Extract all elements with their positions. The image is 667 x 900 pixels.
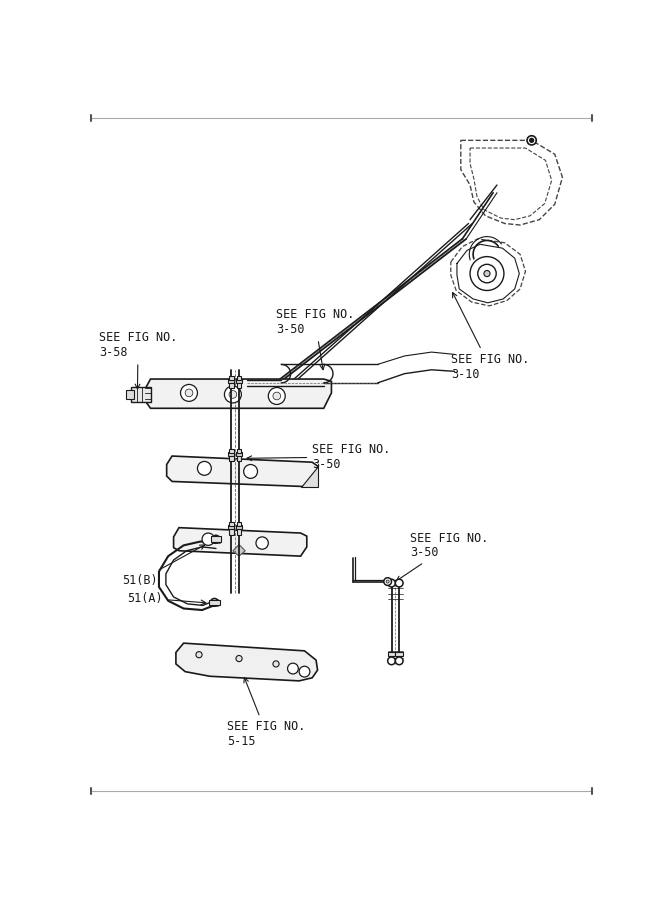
Bar [228,452,234,456]
Bar [237,455,241,462]
Circle shape [530,139,534,142]
Text: SEE FIG NO.
3-10: SEE FIG NO. 3-10 [451,292,529,381]
Bar [126,390,133,399]
Circle shape [224,386,241,403]
Text: SEE FIG NO.
3-50: SEE FIG NO. 3-50 [247,443,391,471]
Bar [236,452,242,456]
Circle shape [197,462,211,475]
Bar [228,379,234,382]
Circle shape [527,136,536,145]
Text: SEE FIG NO.
3-58: SEE FIG NO. 3-58 [99,331,177,389]
Circle shape [268,388,285,404]
Circle shape [386,580,389,583]
Circle shape [229,391,237,399]
Bar [237,382,241,388]
Bar [209,600,220,606]
Polygon shape [145,379,331,409]
Circle shape [243,464,257,479]
Text: 51(B): 51(B) [122,545,205,587]
Circle shape [388,657,396,665]
Bar [396,652,403,656]
Circle shape [396,657,403,665]
Circle shape [202,533,214,545]
Bar [228,526,234,529]
Bar [236,526,242,529]
Bar [388,652,396,656]
Circle shape [299,666,310,677]
Circle shape [256,537,268,549]
Circle shape [273,661,279,667]
Circle shape [396,580,403,587]
Circle shape [212,536,220,543]
Circle shape [273,392,281,400]
Bar [229,382,233,388]
Text: SEE FIG NO.
3-50: SEE FIG NO. 3-50 [276,308,354,370]
Circle shape [287,663,298,674]
Circle shape [196,652,202,658]
Bar [229,528,233,535]
Text: SEE FIG NO.
3-50: SEE FIG NO. 3-50 [396,532,488,580]
Bar [237,528,241,535]
Bar [237,449,241,453]
Polygon shape [301,466,317,487]
Bar [237,522,241,526]
Bar [237,376,241,380]
Circle shape [384,578,392,585]
Bar [131,387,151,402]
Bar [229,449,233,453]
Bar [229,376,233,380]
Circle shape [236,655,242,661]
Text: SEE FIG NO.
5-15: SEE FIG NO. 5-15 [227,678,306,748]
Circle shape [388,580,396,587]
Circle shape [470,256,504,291]
Bar [236,379,242,382]
Circle shape [181,384,197,401]
Circle shape [211,598,218,607]
Polygon shape [167,456,317,487]
Circle shape [478,265,496,283]
Bar [211,536,221,542]
Polygon shape [233,544,245,556]
Polygon shape [176,644,317,681]
Bar [229,455,233,462]
Bar [229,522,233,526]
Text: 51(A): 51(A) [127,591,206,605]
Circle shape [185,389,193,397]
Circle shape [484,271,490,276]
Polygon shape [173,527,307,556]
